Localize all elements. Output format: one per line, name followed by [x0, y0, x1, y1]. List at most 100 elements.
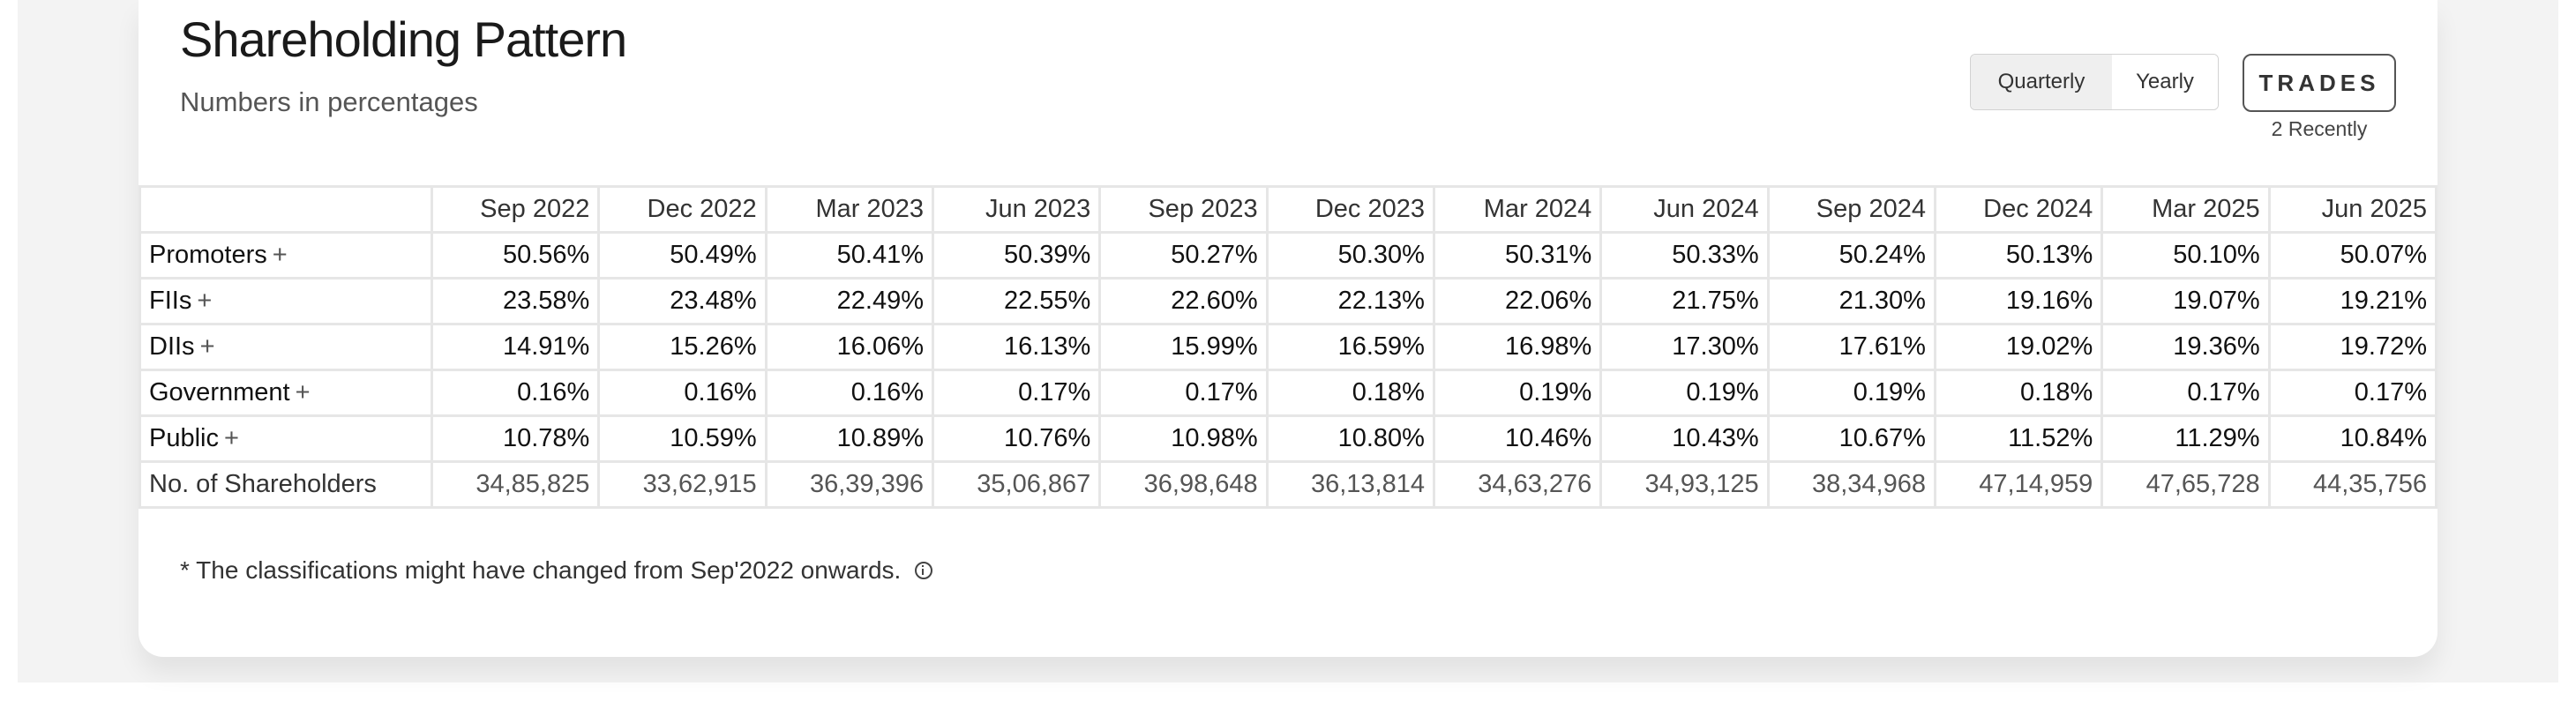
table-cell: 11.29% [2100, 414, 2271, 463]
info-icon[interactable] [915, 562, 933, 579]
column-header: Jun 2024 [1599, 185, 1770, 234]
shareholding-card: Shareholding Pattern Numbers in percenta… [139, 0, 2438, 657]
table-cell: 16.06% [764, 323, 934, 371]
table-cell: 35,06,867 [931, 460, 1102, 509]
table-cell: 19.36% [2100, 323, 2271, 371]
table-cell: 10.59% [597, 414, 768, 463]
row-label-text: Public [149, 424, 219, 452]
table-cell: 10.98% [1098, 414, 1269, 463]
expand-plus-icon[interactable]: + [272, 241, 288, 269]
classification-note: * The classifications might have changed… [180, 556, 933, 585]
table-cell: 50.33% [1599, 231, 1770, 280]
row-label-text: FIIs [149, 287, 192, 315]
table-cell: 0.19% [1766, 369, 1936, 417]
quarterly-toggle-button[interactable]: Quarterly [1971, 55, 2112, 109]
table-cell: 17.30% [1599, 323, 1770, 371]
column-header: Jun 2023 [931, 185, 1102, 234]
table-cell: 10.76% [931, 414, 1102, 463]
table-cell: 19.21% [2267, 277, 2438, 325]
row-label-promoters[interactable]: Promoters + [139, 231, 433, 280]
table-header-row: Sep 2022 Dec 2022 Mar 2023 Jun 2023 Sep … [139, 185, 2438, 234]
table-cell: 22.55% [931, 277, 1102, 325]
row-label-text: Government [149, 378, 290, 406]
table-cell: 16.59% [1265, 323, 1435, 371]
table-cell: 14.91% [430, 323, 601, 371]
table-cell: 50.07% [2267, 231, 2438, 280]
column-header: Sep 2024 [1766, 185, 1936, 234]
table-cell: 10.67% [1766, 414, 1936, 463]
table-row-diis: DIIs + 14.91% 15.26% 16.06% 16.13% 15.99%… [139, 323, 2438, 371]
period-toggle: Quarterly Yearly [1970, 54, 2219, 110]
table-cell: 50.30% [1265, 231, 1435, 280]
table-cell: 50.13% [1933, 231, 2104, 280]
column-header: Dec 2022 [597, 185, 768, 234]
table-cell: 10.84% [2267, 414, 2438, 463]
shareholding-table: Sep 2022 Dec 2022 Mar 2023 Jun 2023 Sep … [139, 185, 2438, 509]
table-row-promoters: Promoters + 50.56% 50.49% 50.41% 50.39% 5… [139, 231, 2438, 280]
table-cell: 34,85,825 [430, 460, 601, 509]
row-label-text: No. of Shareholders [149, 470, 377, 498]
table-cell: 0.16% [597, 369, 768, 417]
table-cell: 21.30% [1766, 277, 1936, 325]
table-cell: 10.78% [430, 414, 601, 463]
table-cell: 50.27% [1098, 231, 1269, 280]
table-cell: 22.49% [764, 277, 934, 325]
column-header: Sep 2022 [430, 185, 601, 234]
table-cell: 15.99% [1098, 323, 1269, 371]
row-label-text: DIIs [149, 332, 195, 361]
table-cell: 0.16% [430, 369, 601, 417]
expand-plus-icon[interactable]: + [295, 378, 311, 406]
row-label-fiis[interactable]: FIIs + [139, 277, 433, 325]
table-cell: 0.17% [1098, 369, 1269, 417]
table-cell: 22.60% [1098, 277, 1269, 325]
table-cell: 50.41% [764, 231, 934, 280]
column-header: Dec 2024 [1933, 185, 2104, 234]
table-cell: 0.19% [1432, 369, 1603, 417]
trades-button[interactable]: TRADES [2243, 54, 2396, 112]
yearly-toggle-button[interactable]: Yearly [2112, 55, 2218, 109]
table-cell: 23.58% [430, 277, 601, 325]
page-subtitle: Numbers in percentages [180, 86, 478, 117]
row-label-shareholders: No. of Shareholders [139, 460, 433, 509]
table-cell: 50.10% [2100, 231, 2271, 280]
row-label-diis[interactable]: DIIs + [139, 323, 433, 371]
table-cell: 33,62,915 [597, 460, 768, 509]
table-cell: 36,98,648 [1098, 460, 1269, 509]
table-cell: 47,65,728 [2100, 460, 2271, 509]
expand-plus-icon[interactable]: + [197, 287, 213, 315]
table-header-blank [139, 185, 433, 234]
table-cell: 19.07% [2100, 277, 2271, 325]
table-cell: 50.49% [597, 231, 768, 280]
table-row-shareholders: No. of Shareholders 34,85,825 33,62,915 … [139, 460, 2438, 509]
classification-note-text: * The classifications might have changed… [180, 556, 902, 584]
table-cell: 21.75% [1599, 277, 1770, 325]
table-cell: 23.48% [597, 277, 768, 325]
table-cell: 16.98% [1432, 323, 1603, 371]
table-cell: 36,13,814 [1265, 460, 1435, 509]
row-label-government[interactable]: Government + [139, 369, 433, 417]
expand-plus-icon[interactable]: + [224, 424, 239, 452]
table-cell: 19.16% [1933, 277, 2104, 325]
table-cell: 34,93,125 [1599, 460, 1770, 509]
table-cell: 50.56% [430, 231, 601, 280]
trades-recent-count: 2 Recently [2271, 117, 2368, 140]
table-cell: 10.89% [764, 414, 934, 463]
column-header: Mar 2024 [1432, 185, 1603, 234]
table-cell: 11.52% [1933, 414, 2104, 463]
table-cell: 44,35,756 [2267, 460, 2438, 509]
table-cell: 0.19% [1599, 369, 1770, 417]
expand-plus-icon[interactable]: + [199, 332, 215, 361]
table-cell: 0.18% [1933, 369, 2104, 417]
table-cell: 50.24% [1766, 231, 1936, 280]
column-header: Dec 2023 [1265, 185, 1435, 234]
column-header: Sep 2023 [1098, 185, 1269, 234]
table-cell: 16.13% [931, 323, 1102, 371]
table-cell: 15.26% [597, 323, 768, 371]
row-label-public[interactable]: Public + [139, 414, 433, 463]
table-cell: 0.16% [764, 369, 934, 417]
table-cell: 10.43% [1599, 414, 1770, 463]
column-header: Mar 2023 [764, 185, 934, 234]
table-cell: 22.06% [1432, 277, 1603, 325]
row-label-text: Promoters [149, 241, 267, 269]
table-cell: 50.31% [1432, 231, 1603, 280]
